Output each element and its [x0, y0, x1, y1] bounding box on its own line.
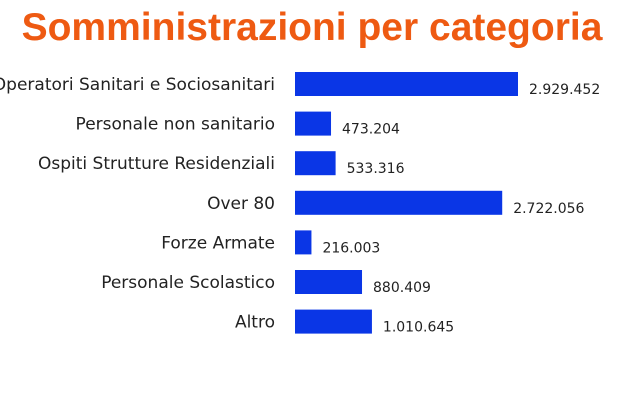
value-label: 2.929.452 — [529, 82, 600, 98]
bars-layer: Operatori Sanitari e Sociosanitari 2.929.… — [0, 72, 600, 336]
category-label: Over 80 — [207, 194, 275, 214]
bar — [295, 270, 363, 294]
category-label: Personale non sanitario — [76, 115, 275, 135]
value-label: 473.204 — [342, 122, 400, 138]
value-label: 1.010.645 — [383, 320, 454, 336]
category-label: Altro — [235, 313, 275, 333]
value-label: 216.003 — [322, 240, 380, 256]
category-label: Operatori Sanitari e Sociosanitari — [0, 75, 275, 95]
category-label: Ospiti Strutture Residenziali — [38, 154, 275, 174]
value-label: 880.409 — [373, 280, 431, 296]
bar — [295, 72, 518, 96]
bar — [295, 111, 332, 136]
category-label: Forze Armate — [161, 233, 275, 253]
value-label: 533.316 — [347, 161, 405, 177]
bar — [295, 309, 372, 334]
chart-title: Somministrazioni per categoria — [21, 6, 603, 49]
category-label: Personale Scolastico — [101, 273, 275, 293]
bar — [295, 230, 312, 255]
value-label: 2.722.056 — [513, 201, 584, 217]
bar — [295, 190, 503, 215]
bar — [295, 151, 336, 176]
